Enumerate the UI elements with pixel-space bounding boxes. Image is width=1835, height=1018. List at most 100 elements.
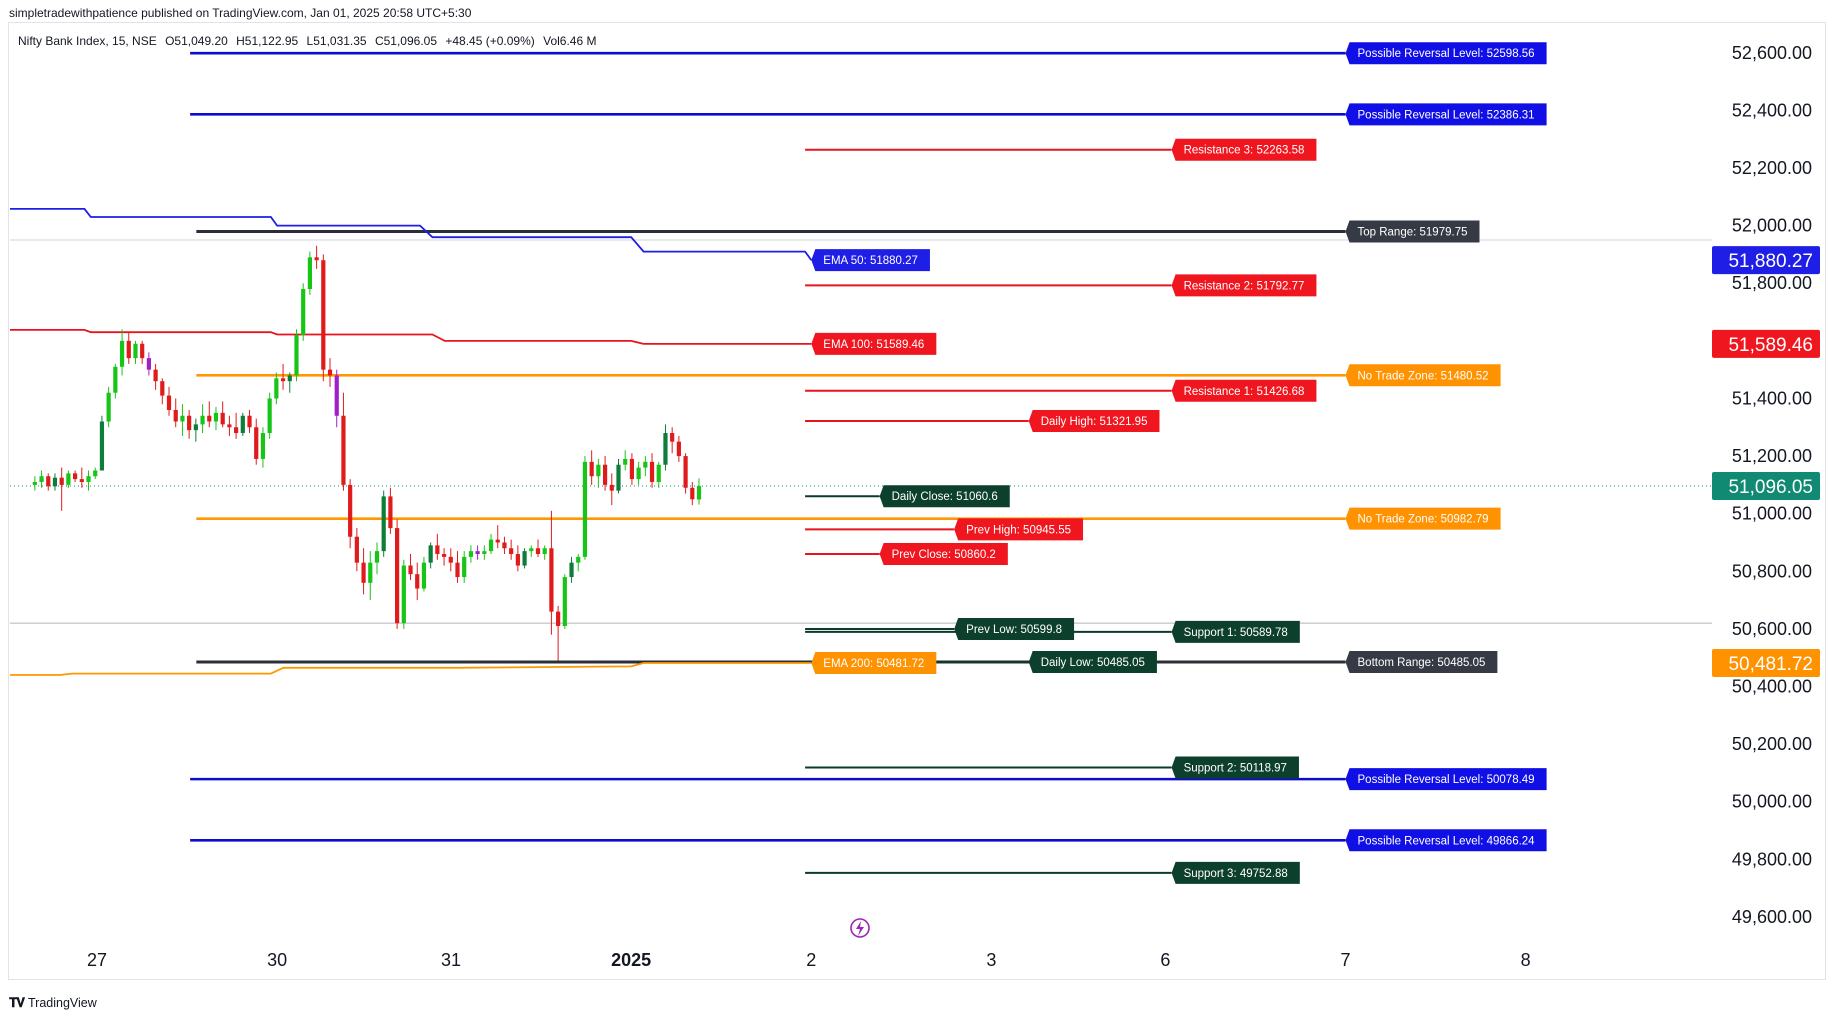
time-tick-label: 3 bbox=[986, 950, 996, 970]
time-tick-label: 8 bbox=[1521, 950, 1531, 970]
ohlc-high: H51,122.95 bbox=[236, 34, 299, 48]
candle-body bbox=[153, 369, 158, 382]
candle-body bbox=[106, 392, 111, 422]
level-label-text: Daily Low: 50485.05 bbox=[1041, 657, 1145, 669]
candle-body bbox=[636, 467, 641, 480]
candle-body bbox=[602, 464, 608, 485]
price-tick-label: 52,600.00 bbox=[1732, 43, 1812, 63]
candle-body bbox=[32, 482, 37, 485]
ohlc-open: O51,049.20 bbox=[165, 34, 228, 48]
candle-body bbox=[428, 545, 433, 563]
level-label-text: Daily High: 51321.95 bbox=[1041, 416, 1148, 428]
level-label-box bbox=[1171, 138, 1317, 161]
level-label[interactable]: Daily Low: 50485.05 bbox=[1028, 651, 1157, 674]
candle-body bbox=[670, 433, 675, 442]
level-label-box bbox=[1345, 364, 1501, 387]
price-tick-label: 52,200.00 bbox=[1732, 158, 1812, 178]
candle-body bbox=[341, 415, 346, 485]
candle-body bbox=[220, 412, 225, 425]
level-label[interactable]: Support 1: 50589.78 bbox=[1171, 620, 1300, 643]
level-label-box bbox=[1171, 756, 1299, 779]
price-tag-box[interactable] bbox=[1712, 472, 1820, 501]
footer-brand[interactable]: TradingView bbox=[28, 996, 97, 1010]
candle-body bbox=[421, 562, 427, 589]
time-tick-label: 2025 bbox=[611, 950, 651, 970]
price-tick-label: 50,000.00 bbox=[1732, 792, 1812, 812]
price-tag-box[interactable] bbox=[1712, 329, 1820, 358]
candle-body bbox=[200, 415, 205, 425]
level-label[interactable]: Prev Low: 50599.8 bbox=[954, 617, 1075, 640]
level-label-text: Resistance 3: 52263.58 bbox=[1184, 145, 1305, 157]
candle-body bbox=[274, 378, 279, 399]
ema-label-text: EMA 200: 50481.72 bbox=[823, 658, 924, 670]
candle-body bbox=[455, 562, 460, 578]
level-label[interactable]: Resistance 3: 52263.58 bbox=[1171, 138, 1317, 161]
candle-body bbox=[663, 433, 668, 465]
candle-body bbox=[415, 574, 420, 589]
price-tag-box[interactable] bbox=[1712, 246, 1820, 275]
candle-body bbox=[448, 556, 453, 563]
candle-body bbox=[361, 562, 366, 583]
candle-body bbox=[522, 551, 527, 566]
price-axis[interactable]: 52,600.00 52,400.00 52,200.00 52,000.00 51,8… bbox=[1712, 43, 1820, 927]
symbol-legend: Nifty Bank Index, 15, NSE O51,049.20 H51… bbox=[18, 34, 601, 48]
candle-body bbox=[515, 554, 520, 566]
candle-body bbox=[46, 476, 51, 487]
candle-body bbox=[126, 340, 131, 359]
level-label[interactable]: Bottom Range: 50485.05 bbox=[1345, 651, 1498, 674]
candle-body bbox=[529, 548, 534, 552]
candle-body bbox=[213, 412, 219, 422]
candle-body bbox=[314, 257, 319, 261]
ema-label[interactable]: EMA 200: 50481.72 bbox=[811, 651, 937, 674]
level-label[interactable]: Support 2: 50118.97 bbox=[1171, 756, 1299, 779]
level-label[interactable]: Support 3: 49752.88 bbox=[1171, 861, 1300, 884]
level-label[interactable]: Daily High: 51321.95 bbox=[1028, 409, 1160, 432]
candle-body bbox=[166, 395, 172, 410]
ema-label[interactable]: EMA 100: 51589.46 bbox=[811, 332, 937, 355]
ema-label[interactable]: EMA 50: 51880.27 bbox=[811, 249, 930, 272]
price-tick-label: 52,000.00 bbox=[1732, 216, 1812, 236]
level-label[interactable]: No Trade Zone: 50982.79 bbox=[1345, 507, 1501, 530]
time-axis[interactable]: 27 30 31 2025 2 3 6 7 8 bbox=[87, 950, 1531, 970]
candle-body bbox=[307, 257, 312, 290]
candle-body bbox=[99, 421, 105, 471]
candle-body bbox=[321, 260, 326, 370]
level-label[interactable]: Daily Close: 51060.6 bbox=[879, 485, 1010, 508]
price-tag-label: 51,880.27 bbox=[1728, 251, 1813, 272]
level-label[interactable]: Prev Close: 50860.2 bbox=[879, 542, 1008, 565]
candle-body bbox=[562, 577, 567, 627]
candle-body bbox=[509, 548, 514, 555]
level-label[interactable]: Resistance 2: 51792.77 bbox=[1171, 274, 1317, 297]
level-label[interactable]: Top Range: 51979.75 bbox=[1345, 220, 1480, 243]
level-label-box bbox=[1345, 829, 1547, 852]
level-label[interactable]: No Trade Zone: 51480.52 bbox=[1345, 364, 1501, 387]
candle-body bbox=[294, 335, 299, 376]
candle-body bbox=[495, 539, 500, 543]
time-tick-label: 27 bbox=[87, 950, 107, 970]
price-tick-label: 52,400.00 bbox=[1732, 100, 1812, 120]
level-label[interactable]: Possible Reversal Level: 50078.49 bbox=[1345, 768, 1547, 791]
level-label[interactable]: Possible Reversal Level: 52386.31 bbox=[1345, 103, 1547, 126]
ema-label-box bbox=[811, 332, 937, 355]
time-tick-label: 6 bbox=[1160, 950, 1170, 970]
level-label-box bbox=[954, 617, 1075, 640]
tradingview-logo-icon[interactable]: 𝐓𝐕 bbox=[9, 995, 25, 1010]
level-label[interactable]: Resistance 1: 51426.68 bbox=[1171, 379, 1317, 402]
level-label-text: Support 2: 50118.97 bbox=[1184, 762, 1287, 774]
symbol-name[interactable]: Nifty Bank Index, 15, NSE bbox=[18, 34, 157, 48]
candle-body bbox=[280, 378, 286, 382]
level-label[interactable]: Possible Reversal Level: 52598.56 bbox=[1345, 42, 1547, 65]
candle-body bbox=[374, 551, 380, 563]
flash-icon[interactable] bbox=[850, 918, 870, 938]
ema-line-ema-100 bbox=[10, 328, 812, 345]
candle-body bbox=[623, 458, 628, 465]
level-label[interactable]: Prev High: 50945.55 bbox=[954, 518, 1084, 541]
price-tag-box[interactable] bbox=[1712, 648, 1820, 677]
level-label[interactable]: Possible Reversal Level: 49866.24 bbox=[1345, 829, 1547, 852]
level-label-text: Prev Close: 50860.2 bbox=[892, 549, 996, 561]
candle-body bbox=[59, 477, 64, 485]
candles-layer bbox=[32, 245, 702, 661]
level-label-text: Resistance 2: 51792.77 bbox=[1184, 280, 1305, 292]
candle-body bbox=[119, 340, 125, 367]
